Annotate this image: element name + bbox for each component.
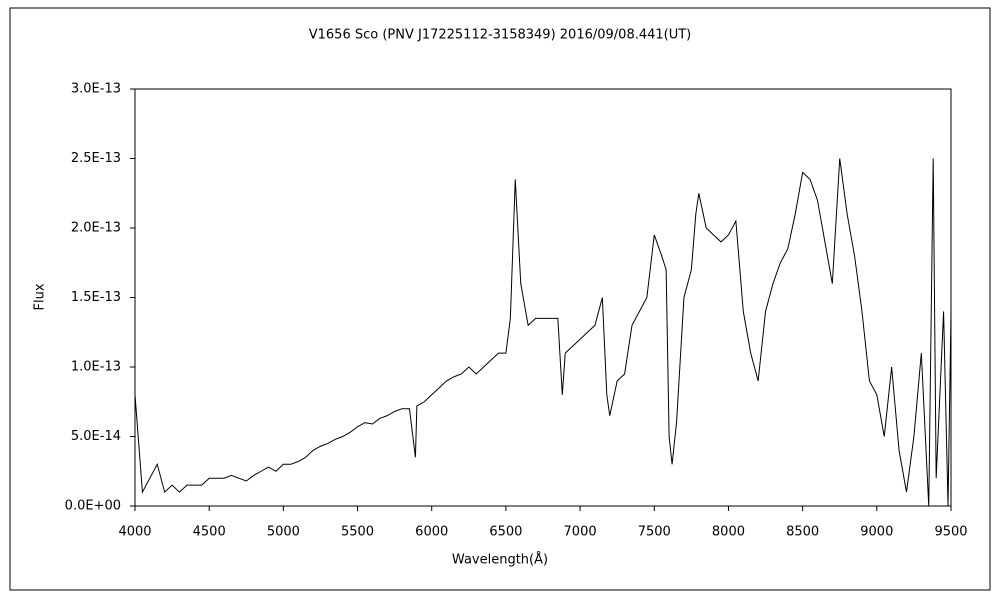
x-tick-label: 9000 (860, 525, 893, 540)
y-axis-label: Flux (33, 283, 48, 310)
y-tick-label: 1.0E-13 (71, 360, 121, 375)
y-tick-label: 5.0E-14 (71, 429, 121, 444)
x-tick-label: 6000 (415, 525, 448, 540)
x-tick-label: 8000 (712, 525, 745, 540)
x-tick-label: 5500 (341, 525, 374, 540)
y-tick-label: 0.0E+00 (65, 499, 121, 514)
x-tick-label: 8500 (786, 525, 819, 540)
x-tick-label: 9500 (934, 525, 967, 540)
x-tick-label: 4500 (193, 525, 226, 540)
frame (9, 7, 991, 591)
y-tick-label: 1.5E-13 (71, 290, 121, 305)
x-tick-label: 6500 (489, 525, 522, 540)
chart-title: V1656 Sco (PNV J17225112-3158349) 2016/0… (309, 28, 692, 43)
y-tick-label: 2.0E-13 (71, 221, 121, 236)
plot-area (134, 88, 952, 507)
y-tick-label: 3.0E-13 (71, 82, 121, 97)
x-tick-label: 7000 (564, 525, 597, 540)
x-tick-label: 4000 (118, 525, 151, 540)
x-axis-label: Wavelength(Å) (452, 552, 548, 568)
spectrum-line (134, 158, 952, 507)
x-tick-label: 5000 (267, 525, 300, 540)
y-tick-label: 2.5E-13 (71, 151, 121, 166)
x-tick-label: 7500 (638, 525, 671, 540)
